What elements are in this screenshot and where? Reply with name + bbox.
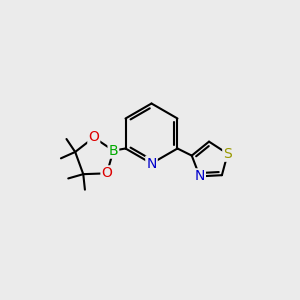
Text: B: B [109,144,118,158]
Text: N: N [146,157,157,170]
Text: S: S [223,147,232,161]
Text: N: N [194,169,205,183]
Text: O: O [88,130,99,144]
Text: O: O [101,166,112,180]
